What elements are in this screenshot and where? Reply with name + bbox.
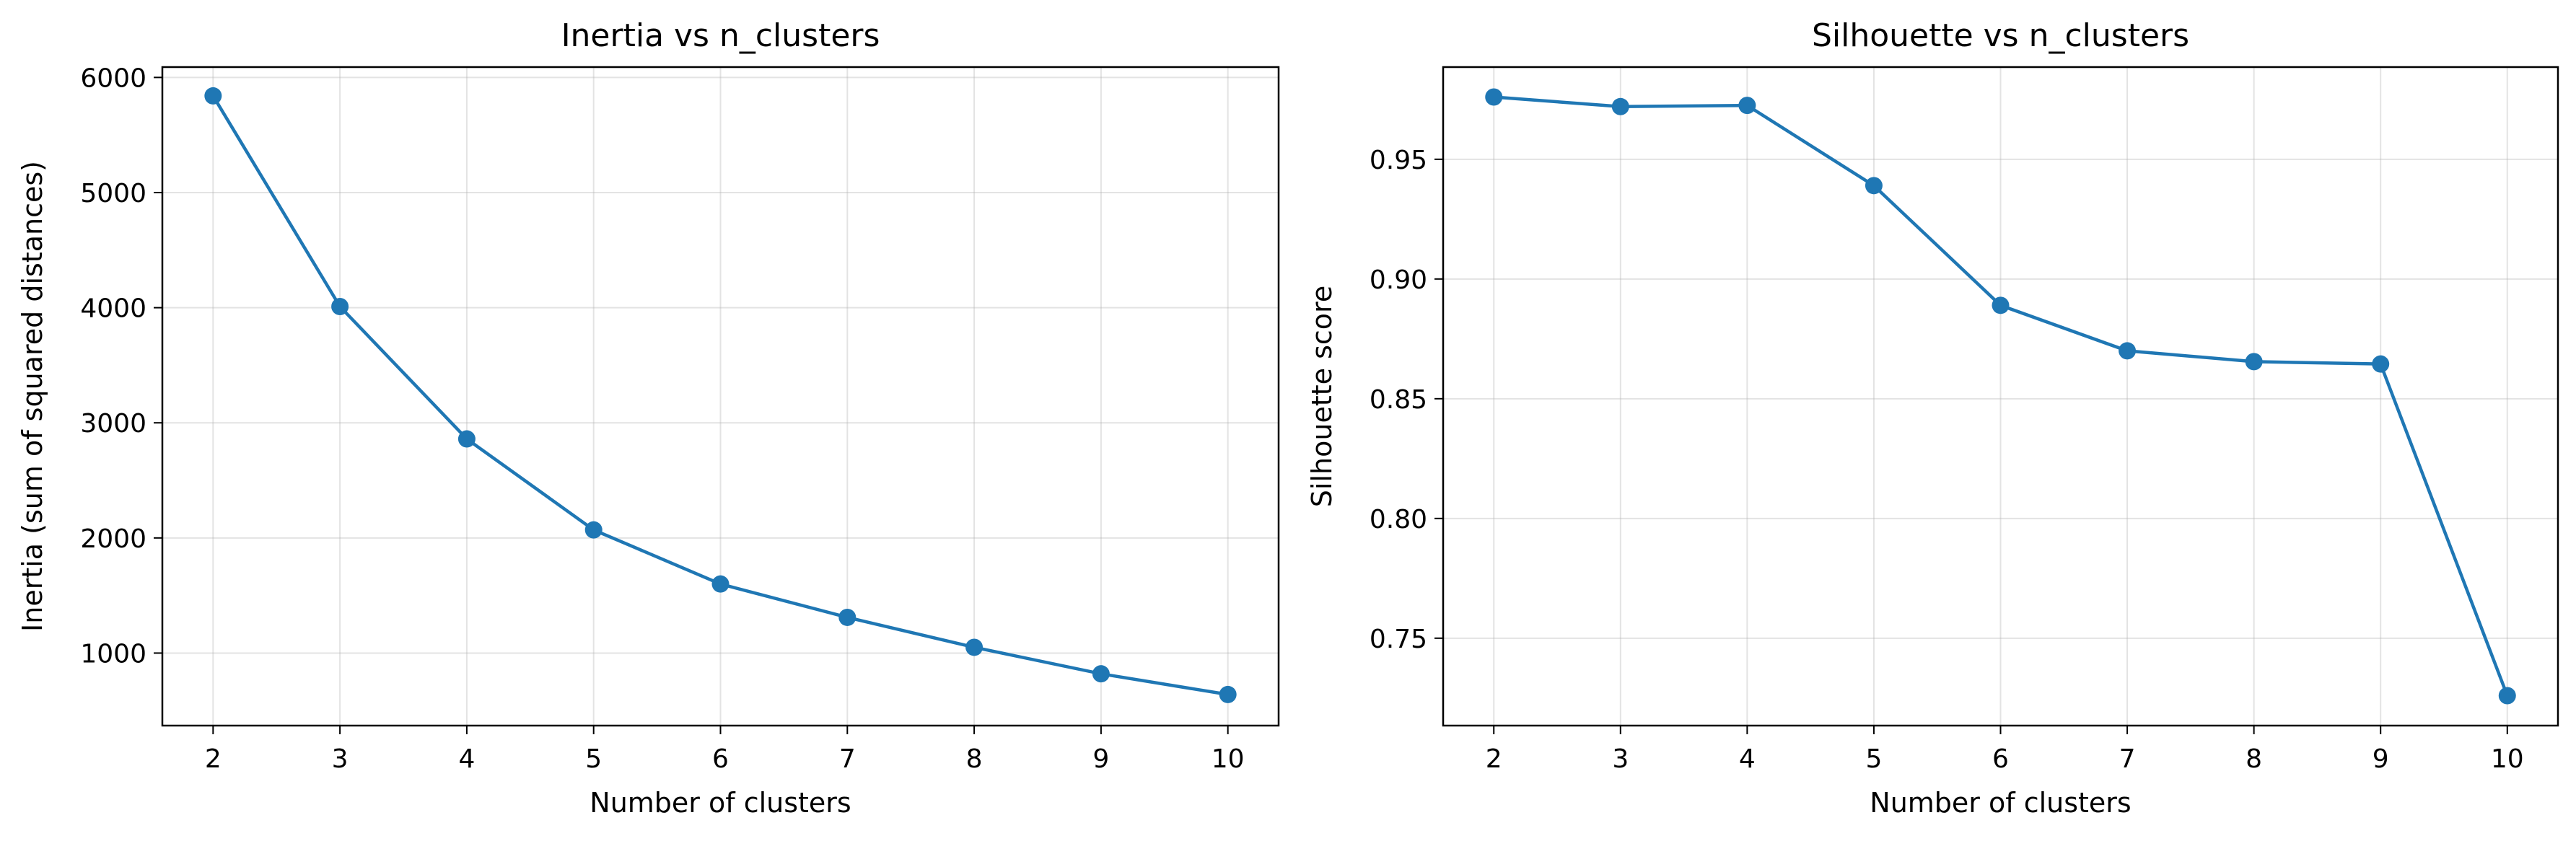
silhouette-x-tick-label: 10: [2491, 744, 2524, 774]
silhouette-data-point: [2119, 342, 2137, 360]
inertia-x-tick-label: 9: [1092, 744, 1109, 774]
silhouette-x-tick-label: 6: [1992, 744, 2009, 774]
silhouette-data-point: [2372, 355, 2390, 373]
inertia-x-tick-label: 8: [966, 744, 983, 774]
inertia-x-tick-label: 7: [839, 744, 856, 774]
silhouette-panel: 2 3 4 5 6 7 8 9 10 0.75 0.80 0.85 0.90 0.95 Silhouette…: [1306, 17, 2559, 819]
silhouette-data-point: [1992, 296, 2010, 314]
inertia-y-tick-label: 1000: [80, 639, 146, 669]
inertia-x-axis-label: Number of clusters: [590, 787, 851, 819]
inertia-x-tick-label: 6: [712, 744, 729, 774]
inertia-y-tick-label: 4000: [80, 294, 146, 324]
silhouette-y-tick-label: 0.80: [1370, 505, 1427, 534]
inertia-axes-frame: [161, 66, 1280, 727]
silhouette-x-tick-label: 8: [2246, 744, 2262, 774]
inertia-panel: 2 3 4 5 6 7 8 9 10 1000 2000 3000 4000 5000 6000 Inerti…: [17, 17, 1280, 819]
inertia-chart-title: Inertia vs n_clusters: [561, 17, 880, 54]
silhouette-data-point: [1865, 177, 1883, 195]
inertia-y-tick-label: 2000: [80, 524, 146, 554]
silhouette-x-axis-label: Number of clusters: [1870, 787, 2131, 819]
inertia-data-point: [838, 608, 857, 626]
silhouette-data-point: [2498, 687, 2516, 705]
inertia-y-axis-label: Inertia (sum of squared distances): [17, 161, 48, 632]
silhouette-axes-frame: [1442, 66, 2559, 727]
inertia-data-point: [331, 298, 349, 315]
inertia-data-point: [204, 87, 222, 105]
silhouette-x-tick-label: 7: [2119, 744, 2136, 774]
inertia-data-point: [1092, 665, 1110, 683]
silhouette-x-tick-label: 3: [1612, 744, 1629, 774]
silhouette-x-tick-label: 2: [1486, 744, 1502, 774]
inertia-x-tick-label: 3: [332, 744, 349, 774]
silhouette-x-tick-label: 5: [1865, 744, 1882, 774]
inertia-y-tick-label: 5000: [80, 179, 146, 208]
silhouette-y-tick-label: 0.85: [1370, 385, 1427, 415]
silhouette-x-tick-label: 9: [2373, 744, 2389, 774]
silhouette-y-axis-label: Silhouette score: [1306, 286, 1338, 507]
silhouette-y-tick-label: 0.75: [1370, 625, 1427, 654]
silhouette-x-tick-label: 4: [1739, 744, 1756, 774]
inertia-x-tick-label: 10: [1212, 744, 1245, 774]
silhouette-chart-title: Silhouette vs n_clusters: [1812, 17, 2189, 54]
inertia-x-tick-label: 4: [458, 744, 475, 774]
inertia-y-tick-label: 3000: [80, 409, 146, 439]
silhouette-data-point: [2245, 353, 2263, 371]
silhouette-y-tick-label: 0.90: [1370, 265, 1427, 295]
silhouette-data-point: [1738, 97, 1756, 115]
inertia-data-point: [1219, 685, 1237, 703]
silhouette-data-point: [1485, 88, 1503, 106]
silhouette-data-point: [1611, 97, 1629, 115]
inertia-y-tick-label: 6000: [80, 63, 146, 93]
inertia-data-point: [965, 638, 983, 656]
inertia-data-point: [584, 521, 603, 539]
inertia-data-point: [711, 575, 730, 593]
inertia-x-tick-label: 2: [205, 744, 222, 774]
silhouette-y-tick-label: 0.95: [1370, 146, 1427, 175]
inertia-x-tick-label: 5: [585, 744, 602, 774]
inertia-data-point: [457, 430, 476, 448]
